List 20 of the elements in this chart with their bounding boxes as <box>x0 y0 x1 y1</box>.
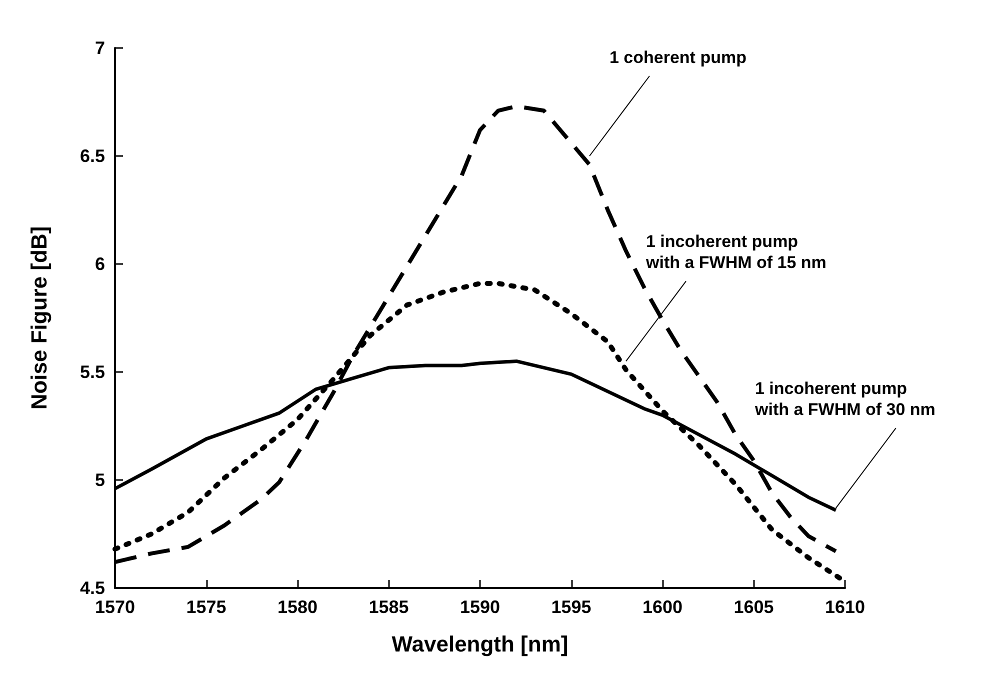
y-tick-label: 7 <box>94 38 105 58</box>
y-tick-label: 5.5 <box>80 362 105 382</box>
annotation: 1 coherent pump <box>610 48 746 67</box>
x-tick-label: 1610 <box>824 597 866 617</box>
y-tick-label: 6.5 <box>80 146 105 166</box>
y-tick-label: 5 <box>94 470 105 490</box>
x-tick-label: 1600 <box>642 597 683 617</box>
x-tick-label: 1605 <box>734 597 774 617</box>
annotation: 1 incoherent pump with a FWHM of 15 nm <box>645 232 826 272</box>
x-tick-label: 1570 <box>94 597 136 617</box>
x-tick-label: 1585 <box>368 597 409 617</box>
y-tick-label: 4.5 <box>80 578 105 598</box>
x-tick-label: 1595 <box>551 597 592 617</box>
x-tick-label: 1590 <box>460 597 500 617</box>
x-tick-label: 1575 <box>186 597 226 617</box>
annotation: 1 incoherent pump with a FWHM of 30 nm <box>754 379 936 420</box>
y-axis-title: Noise Figure [dB] <box>26 226 52 410</box>
x-axis-title: Wavelength [nm] <box>392 632 568 656</box>
x-tick-label: 1580 <box>277 597 318 617</box>
y-tick-label: 6 <box>94 254 105 274</box>
